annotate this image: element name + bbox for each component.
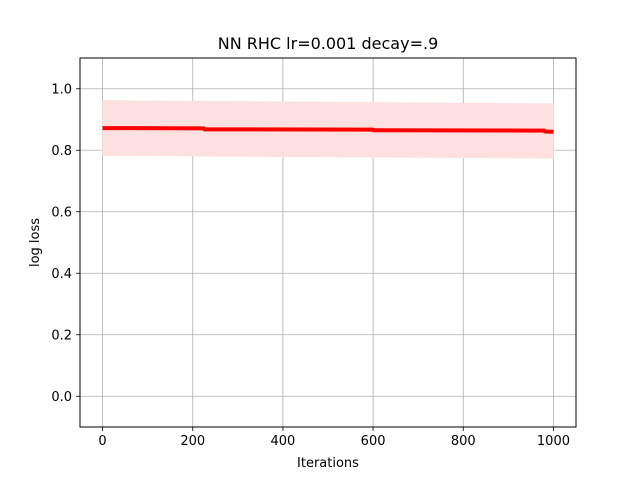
x-tick-label: 200 xyxy=(180,434,205,449)
y-ticks: 0.0 0.2 0.4 0.6 0.8 1.0 xyxy=(51,82,80,405)
plot-frame xyxy=(79,57,577,428)
y-tick-label: 0.4 xyxy=(51,267,72,282)
series-lines xyxy=(102,126,554,134)
x-tick-label: 800 xyxy=(451,434,476,449)
x-tick-label: 400 xyxy=(270,434,295,449)
y-tick-label: 0.2 xyxy=(51,328,72,343)
chart-title: NN RHC lr=0.001 decay=.9 xyxy=(218,34,439,53)
x-tick-label: 600 xyxy=(361,434,386,449)
x-axis-label: Iterations xyxy=(297,456,359,471)
x-tick-label: 1000 xyxy=(537,434,570,449)
y-tick-label: 0.8 xyxy=(51,144,72,159)
x-tick-label: 0 xyxy=(98,434,106,449)
series-line xyxy=(102,126,554,134)
y-tick-label: 1.0 xyxy=(51,82,72,97)
y-tick-label: 0.0 xyxy=(51,390,72,405)
y-tick-label: 0.6 xyxy=(51,205,72,220)
y-axis-label: log loss xyxy=(28,218,43,267)
x-ticks: 0 200 400 600 800 1000 xyxy=(98,427,570,449)
